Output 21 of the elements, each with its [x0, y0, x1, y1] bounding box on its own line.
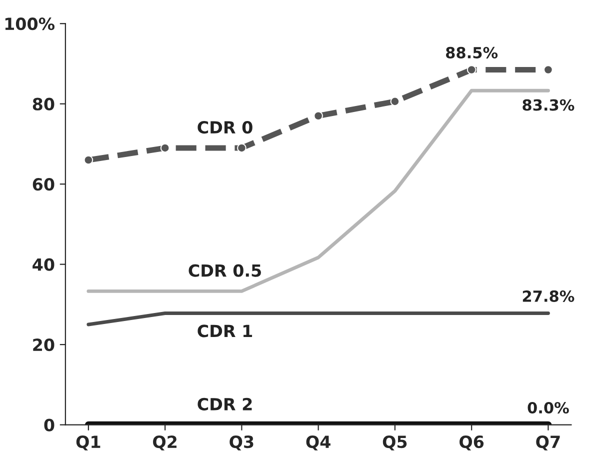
- x-tick-label: Q5: [382, 436, 407, 450]
- series-label: CDR 2: [198, 398, 252, 410]
- data-label: 27.8%: [522, 290, 574, 302]
- y-tick-label: 40: [32, 258, 54, 271]
- y-tick-label: 100%: [5, 18, 55, 30]
- data-label: 0.0%: [528, 402, 569, 414]
- series-label: CDR 0.5: [188, 264, 261, 277]
- x-tick-label: Q2: [153, 436, 176, 450]
- y-tick-label: 60: [32, 178, 54, 191]
- x-tick-label: Q6: [460, 436, 484, 450]
- y-tick-label: 0: [44, 418, 54, 432]
- data-label: 83.3%: [522, 99, 574, 111]
- x-tick-label: Q4: [306, 436, 330, 450]
- series-label: CDR 0: [198, 121, 252, 134]
- y-tick-label: 20: [33, 338, 54, 352]
- series-label: CDR 1: [198, 324, 252, 338]
- x-tick-label: Q1: [76, 436, 100, 450]
- x-tick-label: Q7: [536, 436, 560, 450]
- data-label: 88.5%: [446, 46, 498, 58]
- x-tick-label: Q3: [230, 436, 254, 450]
- y-tick-label: 80: [32, 98, 54, 110]
